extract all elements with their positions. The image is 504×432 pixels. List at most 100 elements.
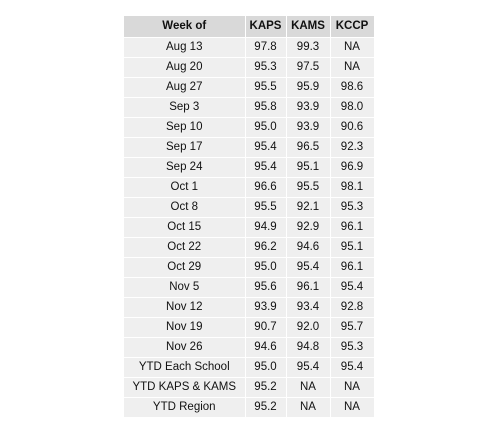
- table-row: Sep 24 95.4 95.1 96.9: [124, 157, 375, 178]
- kccp-cell: 95.4: [330, 357, 375, 378]
- kccp-cell: 95.4: [330, 277, 375, 298]
- kams-cell: 96.5: [286, 137, 331, 158]
- week-cell: Oct 15: [124, 217, 246, 238]
- kams-cell: 95.4: [286, 257, 331, 278]
- kaps-cell: 93.9: [245, 297, 287, 318]
- kams-cell: 92.9: [286, 217, 331, 238]
- kaps-cell: 94.9: [245, 217, 287, 238]
- week-cell: Nov 26: [124, 337, 246, 358]
- week-cell: Aug 20: [124, 57, 246, 78]
- week-cell: Sep 3: [124, 97, 246, 118]
- kaps-cell: 96.6: [245, 177, 287, 198]
- kaps-cell: 95.4: [245, 157, 287, 178]
- kams-cell: 92.0: [286, 317, 331, 338]
- kaps-cell: 95.2: [245, 397, 287, 418]
- kams-cell: NA: [286, 377, 331, 398]
- header-week-of: Week of: [124, 16, 246, 38]
- table-row: Oct 15 94.9 92.9 96.1: [124, 217, 375, 238]
- table-row: Sep 3 95.8 93.9 98.0: [124, 97, 375, 118]
- kccp-cell: 98.6: [330, 77, 375, 98]
- table-row: Aug 20 95.3 97.5 NA: [124, 57, 375, 78]
- header-kaps: KAPS: [245, 16, 287, 38]
- table-row: YTD KAPS & KAMS 95.2 NA NA: [124, 377, 375, 398]
- kaps-cell: 94.6: [245, 337, 287, 358]
- kaps-cell: 95.6: [245, 277, 287, 298]
- kams-cell: 99.3: [286, 37, 331, 58]
- week-cell: YTD Each School: [124, 357, 246, 378]
- table-row: Oct 1 96.6 95.5 98.1: [124, 177, 375, 198]
- header-kams: KAMS: [286, 16, 331, 38]
- kaps-cell: 95.5: [245, 197, 287, 218]
- table-body: Aug 13 97.8 99.3 NA Aug 20 95.3 97.5 NA Aug 27 95…: [124, 37, 375, 418]
- kams-cell: 95.4: [286, 357, 331, 378]
- kaps-cell: 95.5: [245, 77, 287, 98]
- kams-cell: 94.8: [286, 337, 331, 358]
- kams-cell: 93.9: [286, 117, 331, 138]
- kccp-cell: NA: [330, 57, 375, 78]
- kccp-cell: 92.8: [330, 297, 375, 318]
- week-cell: Oct 8: [124, 197, 246, 218]
- week-cell: Nov 5: [124, 277, 246, 298]
- table-row: Nov 19 90.7 92.0 95.7: [124, 317, 375, 338]
- kccp-cell: 95.3: [330, 197, 375, 218]
- week-cell: Sep 17: [124, 137, 246, 158]
- table-row: Oct 29 95.0 95.4 96.1: [124, 257, 375, 278]
- kams-cell: NA: [286, 397, 331, 418]
- kaps-cell: 95.0: [245, 357, 287, 378]
- kaps-cell: 95.3: [245, 57, 287, 78]
- table-row: Nov 5 95.6 96.1 95.4: [124, 277, 375, 298]
- week-cell: Oct 22: [124, 237, 246, 258]
- kccp-cell: 98.1: [330, 177, 375, 198]
- table-row: Oct 22 96.2 94.6 95.1: [124, 237, 375, 258]
- table-row: Oct 8 95.5 92.1 95.3: [124, 197, 375, 218]
- kccp-cell: 96.9: [330, 157, 375, 178]
- week-cell: Oct 1: [124, 177, 246, 198]
- kaps-cell: 95.0: [245, 257, 287, 278]
- kams-cell: 96.1: [286, 277, 331, 298]
- table-row: YTD Each School 95.0 95.4 95.4: [124, 357, 375, 378]
- kccp-cell: 96.1: [330, 257, 375, 278]
- week-cell: YTD Region: [124, 397, 246, 418]
- kaps-cell: 96.2: [245, 237, 287, 258]
- kccp-cell: 96.1: [330, 217, 375, 238]
- header-row: Week of KAPS KAMS KCCP: [124, 16, 375, 38]
- kams-cell: 95.5: [286, 177, 331, 198]
- kccp-cell: 90.6: [330, 117, 375, 138]
- week-cell: Oct 29: [124, 257, 246, 278]
- week-cell: Aug 13: [124, 37, 246, 58]
- kams-cell: 95.1: [286, 157, 331, 178]
- table-row: Nov 12 93.9 93.4 92.8: [124, 297, 375, 318]
- week-cell: Nov 19: [124, 317, 246, 338]
- kccp-cell: 95.7: [330, 317, 375, 338]
- kaps-cell: 97.8: [245, 37, 287, 58]
- week-cell: Sep 10: [124, 117, 246, 138]
- kams-cell: 94.6: [286, 237, 331, 258]
- week-cell: Sep 24: [124, 157, 246, 178]
- table-row: Sep 17 95.4 96.5 92.3: [124, 137, 375, 158]
- kccp-cell: 95.3: [330, 337, 375, 358]
- kams-cell: 92.1: [286, 197, 331, 218]
- kaps-cell: 95.0: [245, 117, 287, 138]
- week-cell: YTD KAPS & KAMS: [124, 377, 246, 398]
- header-kccp: KCCP: [330, 16, 375, 38]
- table-row: Aug 27 95.5 95.9 98.6: [124, 77, 375, 98]
- kams-cell: 93.4: [286, 297, 331, 318]
- kams-cell: 93.9: [286, 97, 331, 118]
- kccp-cell: NA: [330, 397, 375, 418]
- kccp-cell: 98.0: [330, 97, 375, 118]
- kaps-cell: 90.7: [245, 317, 287, 338]
- table-row: Aug 13 97.8 99.3 NA: [124, 37, 375, 58]
- attendance-table: Week of KAPS KAMS KCCP Aug 13 97.8 99.3 NA A…: [124, 16, 375, 418]
- kccp-cell: NA: [330, 377, 375, 398]
- kaps-cell: 95.4: [245, 137, 287, 158]
- kccp-cell: 95.1: [330, 237, 375, 258]
- kams-cell: 95.9: [286, 77, 331, 98]
- kaps-cell: 95.8: [245, 97, 287, 118]
- kaps-cell: 95.2: [245, 377, 287, 398]
- kccp-cell: NA: [330, 37, 375, 58]
- kccp-cell: 92.3: [330, 137, 375, 158]
- table-row: Sep 10 95.0 93.9 90.6: [124, 117, 375, 138]
- table-row: Nov 26 94.6 94.8 95.3: [124, 337, 375, 358]
- kams-cell: 97.5: [286, 57, 331, 78]
